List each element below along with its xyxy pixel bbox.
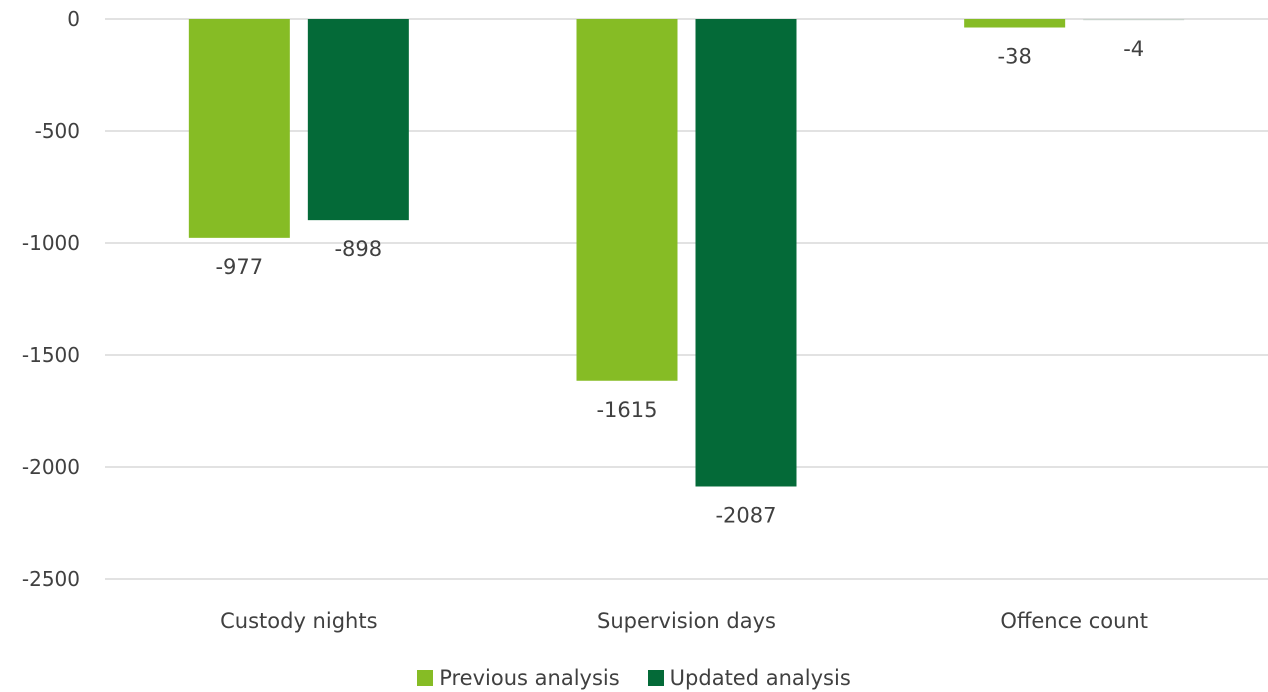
bar-previous: [964, 19, 1066, 28]
x-category-label: Offence count: [1000, 609, 1148, 633]
bar-updated: [695, 19, 797, 487]
legend-label-updated: Updated analysis: [669, 666, 851, 690]
data-label: -2087: [715, 503, 776, 527]
y-tick-label: -2500: [22, 567, 80, 591]
y-tick-label: -1000: [22, 231, 80, 255]
data-label: -38: [998, 45, 1032, 69]
legend-label-previous: Previous analysis: [439, 666, 620, 690]
x-axis-category-labels: Custody nights Supervision days Offence co…: [220, 609, 1148, 633]
y-tick-label: -2000: [22, 455, 80, 479]
bar-previous: [576, 19, 678, 381]
x-category-label: Custody nights: [220, 609, 377, 633]
y-axis-tick-labels: 0 -500 -1000 -1500 -2000 -2500: [22, 7, 80, 591]
legend-item-previous: Previous analysis: [417, 666, 620, 690]
legend: Previous analysis Updated analysis: [0, 664, 1268, 692]
data-label: -4: [1123, 37, 1144, 61]
grid-lines: [105, 18, 1268, 580]
y-tick-label: -1500: [22, 343, 80, 367]
bar-updated: [307, 19, 409, 221]
data-labels: -977 -898 -1615 -2087 -38 -4: [215, 37, 1144, 528]
data-label: -1615: [596, 398, 657, 422]
bar-previous: [188, 19, 290, 238]
bars: [188, 19, 1185, 487]
data-label: -898: [334, 237, 382, 261]
data-label: -977: [215, 255, 263, 279]
legend-item-updated: Updated analysis: [647, 666, 851, 690]
legend-swatch-updated: [647, 670, 664, 686]
y-tick-label: -500: [35, 119, 80, 143]
y-tick-label: 0: [67, 7, 80, 31]
bar-chart: 0-500-1000-1500-2000-2500 -977-898-1615-…: [22, 7, 1268, 633]
legend-swatch-previous: [417, 670, 434, 686]
bar-updated: [1083, 19, 1185, 21]
x-category-label: Supervision days: [597, 609, 776, 633]
